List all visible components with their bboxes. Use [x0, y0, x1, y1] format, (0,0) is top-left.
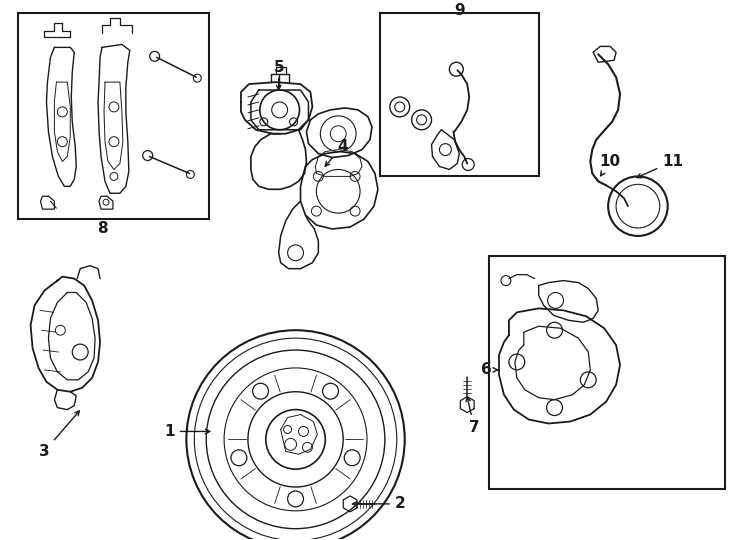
- Bar: [380, 12, 539, 177]
- Text: 11: 11: [637, 154, 683, 178]
- Text: 1: 1: [164, 424, 210, 439]
- Bar: [18, 12, 209, 219]
- Text: 9: 9: [454, 3, 465, 18]
- Text: 4: 4: [325, 139, 347, 166]
- Bar: [489, 256, 725, 489]
- Text: 2: 2: [352, 496, 406, 511]
- Text: 7: 7: [466, 397, 479, 435]
- Text: 10: 10: [600, 154, 621, 176]
- Text: 3: 3: [39, 411, 79, 459]
- Text: 5: 5: [273, 60, 284, 75]
- Text: 8: 8: [97, 221, 107, 237]
- Text: 6: 6: [481, 362, 492, 377]
